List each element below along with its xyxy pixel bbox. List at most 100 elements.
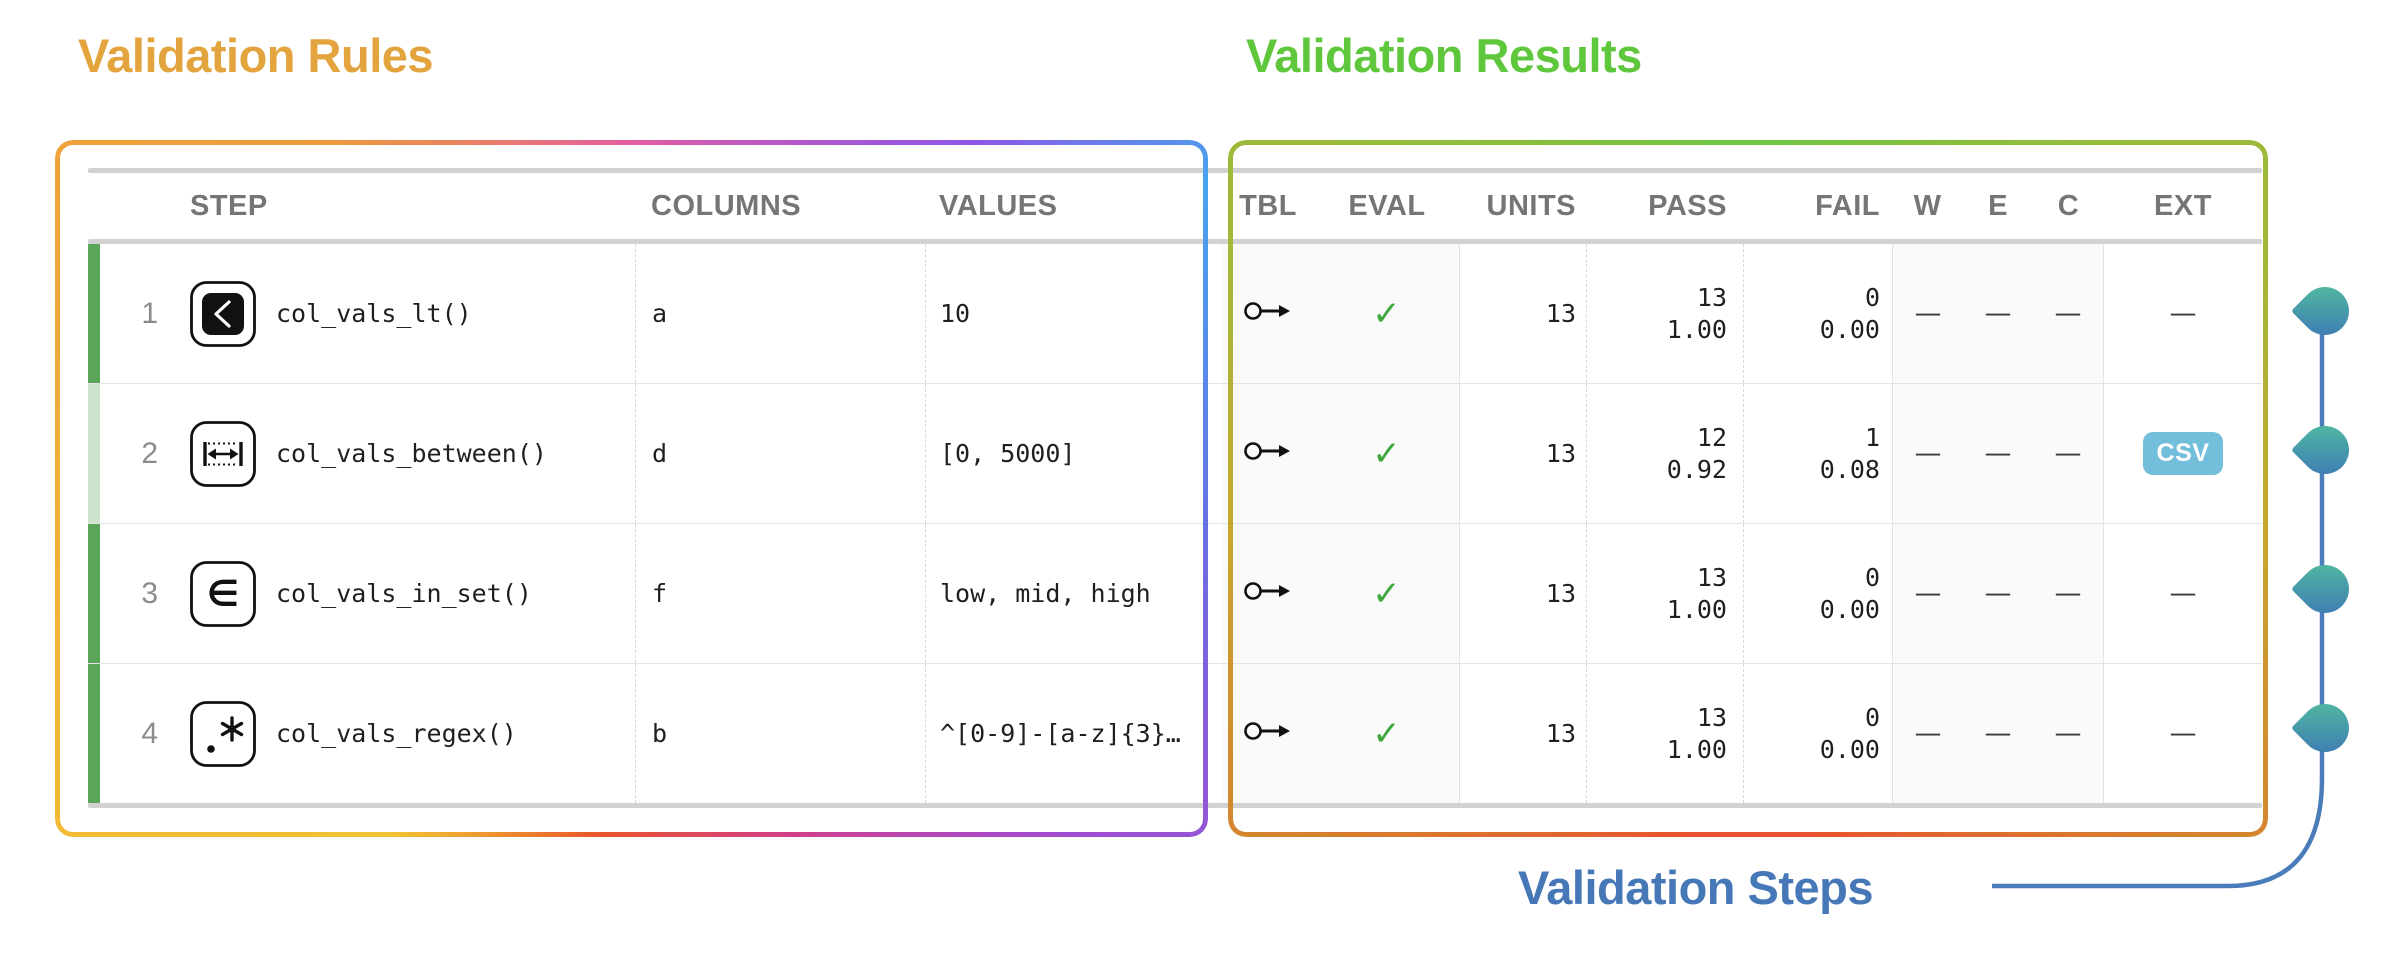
step-marker-3 bbox=[2291, 555, 2359, 623]
tbl-cell bbox=[1222, 384, 1314, 523]
extract-cell: — bbox=[2169, 298, 2197, 329]
units-cell: 13 bbox=[1545, 719, 1576, 748]
pass-status-bar bbox=[88, 244, 100, 383]
extract-cell: — bbox=[2169, 718, 2197, 749]
units-cell: 13 bbox=[1545, 439, 1576, 468]
table-arrow-icon bbox=[1244, 297, 1292, 330]
col-header-ext: EXT bbox=[2154, 189, 2212, 222]
critical-cell: — bbox=[2033, 524, 2104, 663]
fail-cell: 0 0.00 bbox=[1743, 524, 1892, 663]
extract-cell[interactable]: CSV bbox=[2104, 384, 2262, 523]
table-arrow-icon bbox=[1244, 717, 1292, 750]
table-arrow-icon bbox=[1244, 437, 1292, 470]
in-set-icon: ∈ bbox=[190, 560, 256, 627]
step-name: col_vals_lt() bbox=[276, 299, 472, 328]
status-strip bbox=[88, 384, 100, 523]
values-cell: low, mid, high bbox=[925, 524, 1222, 663]
fail-cell: 0 0.00 bbox=[1743, 664, 1892, 803]
col-header-values: VALUES bbox=[939, 189, 1058, 222]
critical-cell: — bbox=[2033, 244, 2104, 383]
pass-cell: 13 1.00 bbox=[1586, 664, 1743, 803]
pass-cell: 12 0.92 bbox=[1586, 384, 1743, 523]
values-cell: [0, 5000] bbox=[925, 384, 1222, 523]
critical-cell: — bbox=[2033, 384, 2104, 523]
step-number: 3 bbox=[141, 576, 158, 610]
col-header-pass: PASS bbox=[1648, 189, 1727, 222]
step-marker-2 bbox=[2291, 416, 2359, 484]
header-num-spacer bbox=[100, 173, 188, 239]
error-cell: — bbox=[1963, 384, 2033, 523]
status-strip bbox=[88, 524, 100, 663]
error-cell: — bbox=[1963, 524, 2033, 663]
col-header-w: W bbox=[1913, 189, 1942, 222]
svg-text:∈: ∈ bbox=[207, 574, 239, 615]
results-title: Validation Results bbox=[1246, 29, 1642, 82]
error-cell: — bbox=[1963, 664, 2033, 803]
columns-cell: b bbox=[635, 664, 925, 803]
step-marker-4 bbox=[2291, 694, 2359, 762]
col-header-step: STEP bbox=[190, 189, 268, 222]
error-cell: — bbox=[1963, 244, 2033, 383]
values-cell: 10 bbox=[925, 244, 1222, 383]
step-cell: col_vals_regex() bbox=[188, 664, 635, 803]
csv-download-button[interactable]: CSV bbox=[2142, 432, 2224, 475]
step-name: col_vals_between() bbox=[276, 439, 547, 468]
tbl-cell bbox=[1222, 664, 1314, 803]
table-header-row: STEP COLUMNS VALUES TBL EVAL UNITS PASS … bbox=[88, 173, 2262, 239]
step-number: 4 bbox=[141, 716, 158, 750]
step-name: col_vals_regex() bbox=[276, 719, 517, 748]
columns-cell: d bbox=[635, 384, 925, 523]
units-cell: 13 bbox=[1545, 579, 1576, 608]
rules-title: Validation Rules bbox=[78, 29, 434, 82]
warning-cell: — bbox=[1892, 664, 1963, 803]
pass-status-bar bbox=[88, 384, 100, 523]
fail-cell: 0 0.00 bbox=[1743, 244, 1892, 383]
step-cell: col_vals_lt() bbox=[188, 244, 635, 383]
pass-status-bar bbox=[88, 524, 100, 663]
tbl-cell bbox=[1222, 524, 1314, 663]
step-cell: ∈ col_vals_in_set() bbox=[188, 524, 635, 663]
col-header-fail: FAIL bbox=[1815, 189, 1880, 222]
eval-cell: ✓ bbox=[1314, 244, 1460, 383]
check-icon: ✓ bbox=[1372, 573, 1401, 614]
check-icon: ✓ bbox=[1372, 433, 1401, 474]
header-bar-spacer bbox=[88, 173, 100, 239]
step-cell: col_vals_between() bbox=[188, 384, 635, 523]
columns-cell: a bbox=[635, 244, 925, 383]
pass-cell: 13 1.00 bbox=[1586, 524, 1743, 663]
table-arrow-icon bbox=[1244, 577, 1292, 610]
step-number: 2 bbox=[141, 436, 158, 470]
fail-cell: 1 0.08 bbox=[1743, 384, 1892, 523]
eval-cell: ✓ bbox=[1314, 664, 1460, 803]
steps-title: Validation Steps bbox=[1518, 861, 1874, 914]
validation-table: STEP COLUMNS VALUES TBL EVAL UNITS PASS … bbox=[88, 168, 2262, 808]
step-marker-1 bbox=[2291, 277, 2359, 345]
col-header-columns: COLUMNS bbox=[651, 189, 802, 222]
columns-cell: f bbox=[635, 524, 925, 663]
eval-cell: ✓ bbox=[1314, 384, 1460, 523]
extract-cell: — bbox=[2169, 578, 2197, 609]
units-cell: 13 bbox=[1545, 299, 1576, 328]
between-icon bbox=[190, 420, 256, 487]
step-number: 1 bbox=[141, 296, 158, 330]
lt-icon bbox=[190, 280, 256, 347]
tbl-cell bbox=[1222, 244, 1314, 383]
warning-cell: — bbox=[1892, 524, 1963, 663]
col-header-units: UNITS bbox=[1486, 189, 1576, 222]
warning-cell: — bbox=[1892, 384, 1963, 523]
validation-row-1: 1 col_vals_lt() a 10 ✓ 13 13 1.00 0 0.00— — — — bbox=[88, 244, 2262, 383]
check-icon: ✓ bbox=[1372, 293, 1401, 334]
status-strip bbox=[88, 244, 100, 383]
step-name: col_vals_in_set() bbox=[276, 579, 532, 608]
values-cell: ^[0-9]-[a-z]{3}… bbox=[925, 664, 1222, 803]
table-body: 1 col_vals_lt() a 10 ✓ 13 13 1.00 0 0.00— — — —2 col_… bbox=[88, 244, 2262, 803]
critical-cell: — bbox=[2033, 664, 2104, 803]
pass-cell: 13 1.00 bbox=[1586, 244, 1743, 383]
status-strip bbox=[88, 664, 100, 803]
validation-row-3: 3 ∈ col_vals_in_set() f low, mid, high ✓ 13 13 1… bbox=[88, 523, 2262, 663]
col-header-c: C bbox=[2057, 189, 2080, 222]
pass-status-bar bbox=[88, 664, 100, 803]
validation-row-2: 2 col_vals_between() d [0, 5000] ✓ 13 12 0.92 1 0… bbox=[88, 383, 2262, 523]
table-bottom-rule bbox=[88, 803, 2262, 808]
